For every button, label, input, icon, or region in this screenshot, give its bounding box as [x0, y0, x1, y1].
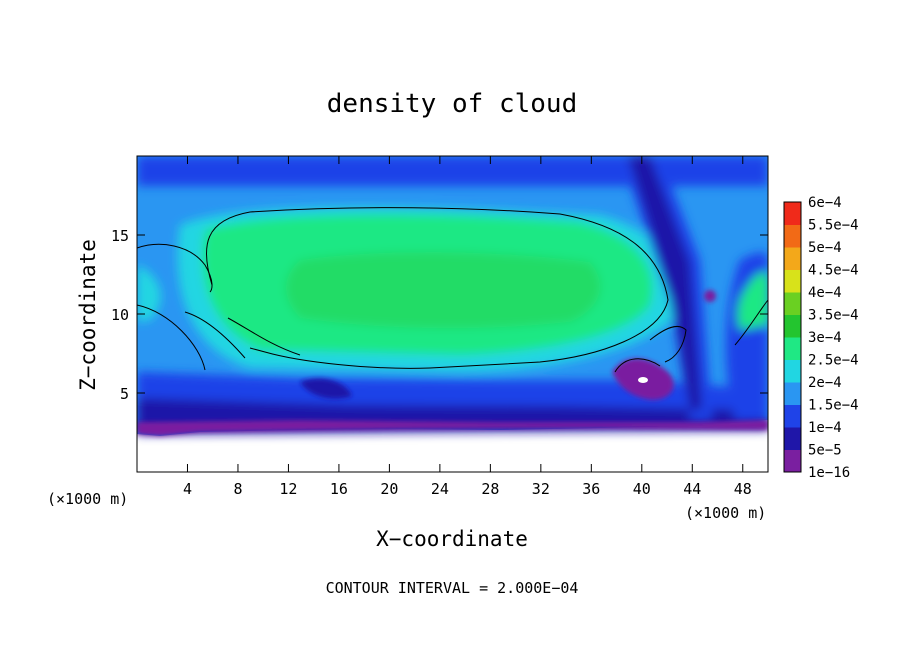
colorbar-label: 3e−4 [808, 330, 842, 346]
colorbar-swatch [784, 224, 801, 248]
colorbar-swatch [784, 337, 801, 360]
x-tick-label: 32 [532, 480, 550, 498]
colorbar-label: 1e−4 [808, 420, 842, 436]
colorbar-swatch [784, 247, 801, 270]
colorbar: 1e−16 5e−5 1e−4 1.5e−4 2e−4 2.5e−4 3e−4 3.5e−4 4… [784, 195, 859, 481]
x-tick-label: 4 [183, 480, 192, 498]
colorbar-label: 5e−4 [808, 240, 842, 256]
x-tick-label: 16 [330, 480, 348, 498]
colorbar-label: 1.5e−4 [808, 398, 859, 414]
contour-interval-note: CONTOUR INTERVAL = 2.000E−04 [326, 579, 579, 597]
chart-title: density of cloud [327, 89, 577, 119]
colorbar-label: 6e−4 [808, 195, 842, 211]
x-tick-label: 20 [380, 480, 398, 498]
colorbar-swatch [784, 359, 801, 383]
x-axis-title: X−coordinate [376, 527, 528, 551]
x-tick-label: 44 [683, 480, 701, 498]
colorbar-swatch [784, 314, 801, 338]
x-tick-label: 40 [633, 480, 651, 498]
colorbar-label: 4e−4 [808, 285, 842, 301]
colorbar-label: 4.5e−4 [808, 263, 859, 279]
x-tick-label: 8 [233, 480, 242, 498]
colorbar-swatch [784, 449, 801, 473]
colorbar-swatch [784, 292, 801, 315]
colorbar-swatch [784, 427, 801, 450]
y-axis-ticks: 5 10 15 [111, 227, 768, 403]
colorbar-swatch [784, 202, 801, 225]
colorbar-swatch [784, 404, 801, 428]
colorbar-label: 2.5e−4 [808, 353, 859, 369]
colorbar-swatch [784, 269, 801, 293]
y-tick-label: 10 [111, 306, 129, 324]
x-tick-label: 24 [431, 480, 449, 498]
colorbar-swatch [784, 382, 801, 405]
x-tick-label: 12 [279, 480, 297, 498]
x-tick-label: 28 [481, 480, 499, 498]
x-tick-label: 36 [582, 480, 600, 498]
x-axis-ticks: 4 8 12 16 20 24 28 32 36 40 44 48 [183, 156, 752, 498]
y-tick-label: 15 [111, 227, 129, 245]
x-axis-unit: (×1000 m) [47, 490, 128, 508]
y-axis-title: Z−coordinate [76, 239, 100, 391]
colorbar-label: 3.5e−4 [808, 308, 859, 324]
colorbar-label: 1e−16 [808, 465, 850, 481]
z-axis-unit: (×1000 m) [685, 504, 766, 522]
y-tick-label: 5 [120, 385, 129, 403]
x-tick-label: 48 [734, 480, 752, 498]
colorbar-label: 5.5e−4 [808, 218, 859, 234]
colorbar-label: 2e−4 [808, 375, 842, 391]
density-field [137, 156, 768, 472]
colorbar-label: 5e−5 [808, 443, 842, 459]
colorbar-frame [783, 201, 802, 473]
